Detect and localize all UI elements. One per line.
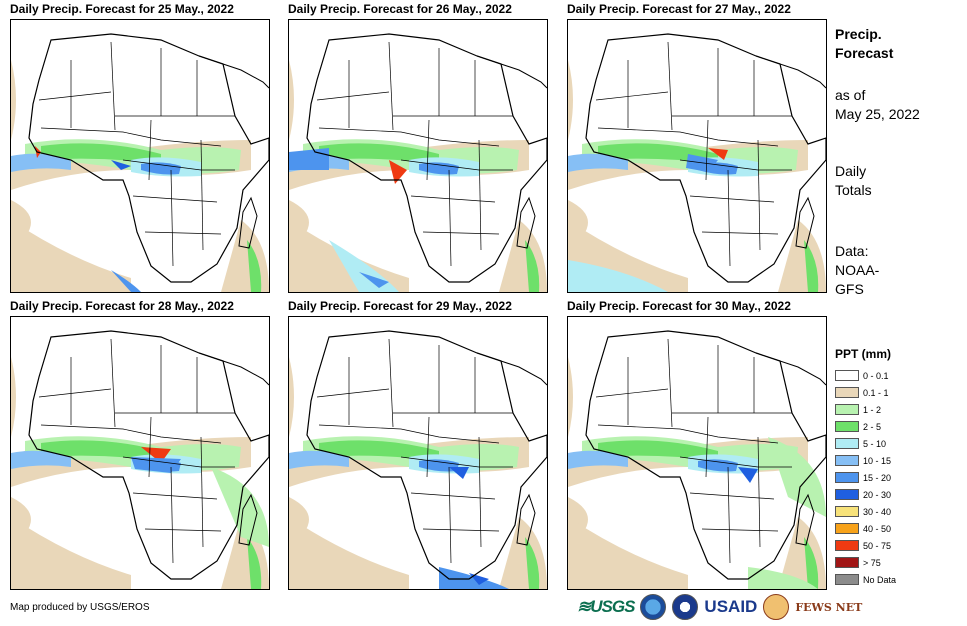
fews-net-logo: FEWS NET [795,600,863,614]
legend-item: 20 - 30 [835,486,896,503]
legend-item: 1 - 2 [835,401,896,418]
data-source-line: GFS [835,281,864,297]
totals-line: Daily [835,163,867,179]
legend-swatch [835,421,859,432]
africa-precip-map [10,316,270,590]
legend-label: 0 - 0.1 [863,370,889,381]
legend-swatch [835,574,859,585]
africa-precip-map [288,19,548,293]
africa-precip-map [10,19,270,293]
legend-item: 5 - 10 [835,435,896,452]
forecast-panel-5: Daily Precip. Forecast for 29 May., 2022 [288,299,548,590]
legend-item: 0 - 0.1 [835,367,896,384]
legend-label: > 75 [863,557,881,568]
legend-swatch [835,557,859,568]
fews-net-seal-icon [763,594,790,620]
legend-label: No Data [863,574,897,585]
nasa-logo [672,594,699,620]
forecast-panel-1: Daily Precip. Forecast for 25 May., 2022 [10,2,270,293]
as-of-date: as of May 25, 2022 [835,86,920,124]
heading-line: Precip. [835,26,882,42]
legend-label: 15 - 20 [863,472,892,483]
legend-swatch [835,370,859,381]
africa-precip-map [567,316,827,590]
legend-swatch [835,455,859,466]
panel-title: Daily Precip. Forecast for 26 May., 2022 [288,2,512,16]
legend-item: > 75 [835,554,896,571]
noaa-logo [640,594,667,620]
panel-title: Daily Precip. Forecast for 25 May., 2022 [10,2,234,16]
legend-swatch [835,438,859,449]
legend-label: 2 - 5 [863,421,882,432]
data-source: Data: NOAA- GFS [835,242,879,299]
legend-label: 30 - 40 [863,506,892,517]
legend-item: 15 - 20 [835,469,896,486]
africa-precip-map [288,316,548,590]
legend-item: No Data [835,571,896,588]
usaid-logo: USAID [704,597,758,616]
data-source-line: NOAA- [835,262,880,278]
forecast-panel-4: Daily Precip. Forecast for 28 May., 2022 [10,299,270,590]
forecast-panel-3: Daily Precip. Forecast for 27 May., 2022 [567,2,827,293]
panel-title: Daily Precip. Forecast for 29 May., 2022 [288,299,512,313]
data-source-line: Data: [835,243,869,259]
legend-swatch [835,404,859,415]
legend-item: 40 - 50 [835,520,896,537]
map-credit: Map produced by USGS/EROS [10,602,150,613]
panel-title: Daily Precip. Forecast for 30 May., 2022 [567,299,791,313]
legend-swatch [835,472,859,483]
legend-label: 20 - 30 [863,489,892,500]
heading-line: Forecast [835,45,894,61]
legend-title: PPT (mm) [835,347,892,361]
panel-title: Daily Precip. Forecast for 27 May., 2022 [567,2,791,16]
forecast-panel-2: Daily Precip. Forecast for 26 May., 2022 [288,2,548,293]
legend-item: 0.1 - 1 [835,384,896,401]
agency-logos: ≋USGS USAID FEWS NET [577,594,862,620]
legend-swatch [835,506,859,517]
legend-swatch [835,523,859,534]
as-of-value: May 25, 2022 [835,106,920,122]
totals-line: Totals [835,182,872,198]
usgs-logo: ≋USGS [577,597,635,616]
legend-label: 50 - 75 [863,540,892,551]
ppt-legend: PPT (mm) 0 - 0.1 0.1 - 1 1 - 2 2 - 5 5 - 10 1… [835,347,896,588]
panel-title: Daily Precip. Forecast for 28 May., 2022 [10,299,234,313]
africa-precip-map [567,19,827,293]
legend-label: 5 - 10 [863,438,887,449]
legend-swatch [835,540,859,551]
legend-label: 10 - 15 [863,455,892,466]
forecast-panel-6: Daily Precip. Forecast for 30 May., 2022 [567,299,827,590]
legend-label: 1 - 2 [863,404,882,415]
legend-label: 0.1 - 1 [863,387,889,398]
legend-item: 30 - 40 [835,503,896,520]
legend-swatch [835,489,859,500]
forecast-heading: Precip. Forecast [835,25,893,63]
legend-item: 2 - 5 [835,418,896,435]
legend-swatch [835,387,859,398]
legend-label: 40 - 50 [863,523,892,534]
as-of-label: as of [835,87,866,103]
totals-note: Daily Totals [835,162,872,200]
legend-item: 10 - 15 [835,452,896,469]
legend-item: 50 - 75 [835,537,896,554]
legend-rows: 0 - 0.1 0.1 - 1 1 - 2 2 - 5 5 - 10 10 - 15 15 … [835,367,896,588]
